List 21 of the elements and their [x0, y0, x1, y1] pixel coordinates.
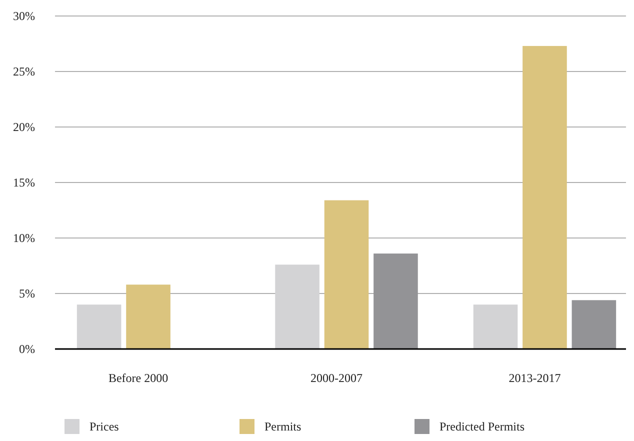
- y-tick-label: 10%: [13, 231, 35, 246]
- bar: [76, 304, 122, 349]
- bar: [126, 284, 170, 349]
- y-tick-label: 20%: [13, 120, 35, 134]
- bar: [324, 200, 369, 349]
- bar: [572, 300, 616, 349]
- x-tick-label: 2000-2007: [310, 371, 362, 385]
- bar: [473, 304, 518, 349]
- bar: [522, 46, 567, 349]
- legend-label: Predicted Permits: [440, 420, 525, 434]
- x-tick-label: 2013-2017: [508, 371, 561, 385]
- bar: [275, 264, 320, 349]
- y-tick-label: 0%: [19, 342, 35, 356]
- y-tick-label: 30%: [13, 9, 35, 24]
- legend-label: Permits: [264, 420, 302, 434]
- y-tick-label: 15%: [13, 176, 35, 190]
- x-tick-label: Before 2000: [108, 371, 168, 385]
- y-tick-label: 25%: [13, 64, 35, 79]
- legend-label: Prices: [90, 420, 120, 434]
- bar: [374, 254, 418, 349]
- y-tick-label: 5%: [19, 286, 35, 301]
